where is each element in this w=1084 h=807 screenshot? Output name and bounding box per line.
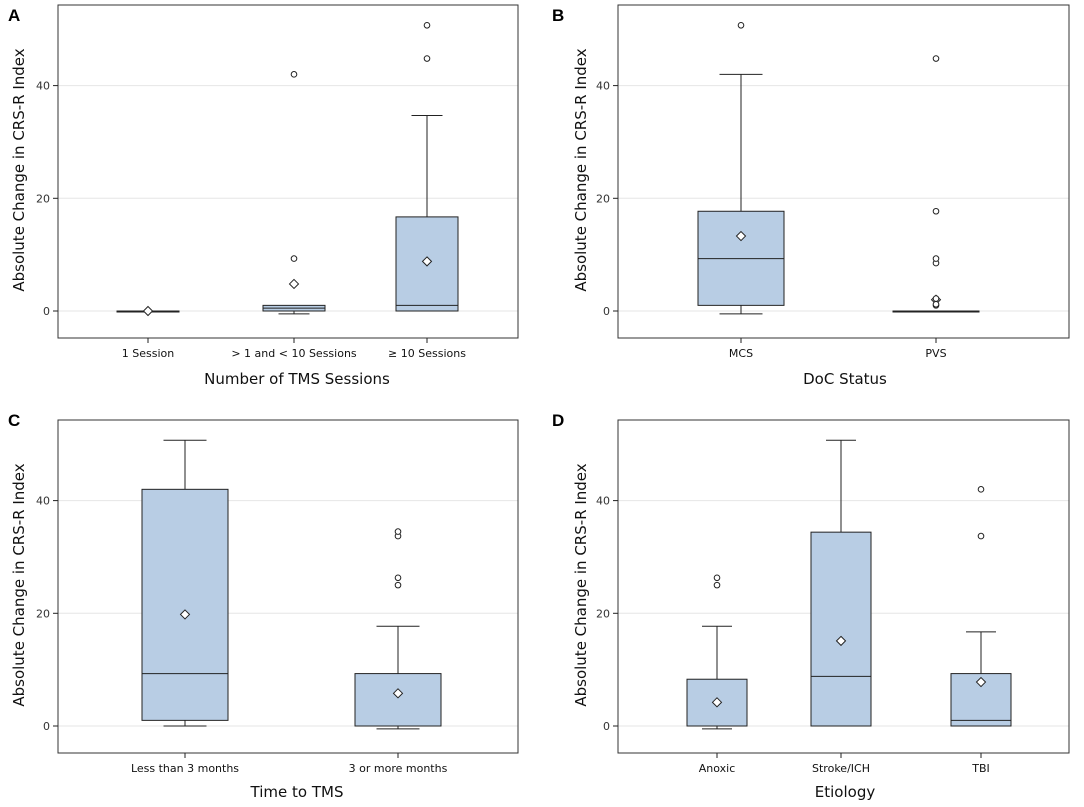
outlier-point — [394, 574, 402, 582]
box-0: MCS — [697, 22, 785, 360]
y-tick-label: 40 — [596, 495, 610, 508]
box-1: > 1 and < 10 Sessions — [231, 71, 357, 360]
outlier-point — [932, 295, 940, 302]
box-0: Anoxic — [686, 574, 748, 775]
mean-marker — [421, 256, 433, 267]
mean-marker — [735, 230, 747, 242]
outlier-point — [737, 22, 745, 29]
y-tick-label: 20 — [596, 607, 610, 620]
outlier-point — [290, 71, 298, 78]
panel-letter: D — [552, 411, 564, 430]
mean-marker — [288, 278, 300, 290]
box-2: TBI — [950, 486, 1012, 775]
y-tick-label: 20 — [36, 607, 50, 620]
box-0: 1 Session — [116, 305, 180, 360]
outlier-point — [713, 581, 721, 589]
x-tick-label: > 1 and < 10 Sessions — [231, 347, 357, 360]
outlier-point — [932, 55, 940, 62]
plot-frame — [617, 419, 1070, 754]
outlier-point — [977, 532, 985, 540]
x-tick-label: ≥ 10 Sessions — [388, 347, 466, 360]
outlier-point — [713, 574, 721, 582]
y-tick-label: 0 — [43, 305, 50, 318]
mean-marker — [392, 688, 404, 699]
box-1: PVS — [892, 55, 980, 360]
mean-marker — [975, 676, 987, 688]
outlier-point — [932, 255, 940, 262]
x-axis-title: Time to TMS — [250, 783, 344, 801]
y-axis-label: Absolute Change in CRS-R Index — [572, 463, 590, 706]
plot-frame — [57, 4, 519, 339]
x-tick-label: Less than 3 months — [131, 762, 239, 775]
iqr-box — [810, 531, 872, 727]
outlier-point — [423, 55, 431, 62]
panel-C: 0 20 40 C Absolute Change in CRS-R Index Time… — [8, 411, 519, 801]
x-tick-label: Anoxic — [699, 762, 736, 775]
y-tick-label: 0 — [603, 305, 610, 318]
box-2: ≥ 10 Sessions — [388, 22, 466, 360]
panel-D: 0 20 40 D Absolute Change in CRS-R Index Etio… — [552, 411, 1070, 801]
x-tick-label: PVS — [925, 347, 946, 360]
y-tick-label: 40 — [36, 495, 50, 508]
y-tick-label: 20 — [36, 192, 50, 205]
y-tick-label: 0 — [603, 720, 610, 733]
x-tick-label: MCS — [729, 347, 753, 360]
outlier-point — [423, 22, 431, 29]
y-tick-label: 40 — [36, 80, 50, 93]
panel-letter: A — [8, 6, 20, 25]
y-axis-label: Absolute Change in CRS-R Index — [572, 48, 590, 291]
y-tick-label: 0 — [43, 720, 50, 733]
x-axis-title: Number of TMS Sessions — [204, 370, 390, 388]
outlier-point — [290, 255, 298, 262]
panel-letter: B — [552, 6, 564, 25]
panel-B: 0 20 40 B Absolute Change in CRS-R Index DoC … — [552, 4, 1070, 388]
x-tick-label: 1 Session — [122, 347, 174, 360]
outlier-point — [394, 581, 402, 589]
outlier-point — [932, 300, 940, 308]
iqr-box — [141, 488, 229, 721]
outlier-point — [932, 207, 940, 215]
panel-letter: C — [8, 411, 20, 430]
box-0: Less than 3 months — [131, 439, 239, 775]
mean-marker — [711, 697, 723, 708]
outlier-point — [977, 486, 985, 493]
iqr-box — [950, 673, 1012, 727]
plot-frame — [57, 419, 519, 754]
panel-A: 0 20 40 A Absolute Change in CRS-R Index Numb… — [8, 4, 519, 388]
x-axis-title: DoC Status — [803, 370, 887, 388]
x-tick-label: TBI — [971, 762, 990, 775]
y-tick-label: 40 — [596, 80, 610, 93]
y-axis-label: Absolute Change in CRS-R Index — [10, 463, 28, 706]
mean-marker — [835, 635, 847, 647]
y-axis-label: Absolute Change in CRS-R Index — [10, 48, 28, 291]
x-tick-label: Stroke/ICH — [812, 762, 870, 775]
box-1: Stroke/ICH — [810, 439, 872, 775]
mean-marker — [179, 609, 191, 620]
outlier-point — [394, 528, 402, 535]
iqr-box — [354, 673, 442, 727]
x-axis-title: Etiology — [815, 783, 876, 801]
mean-marker — [142, 305, 154, 317]
box-1: 3 or more months — [349, 528, 448, 775]
plot-frame — [617, 4, 1070, 339]
y-tick-label: 20 — [596, 192, 610, 205]
x-tick-label: 3 or more months — [349, 762, 448, 775]
